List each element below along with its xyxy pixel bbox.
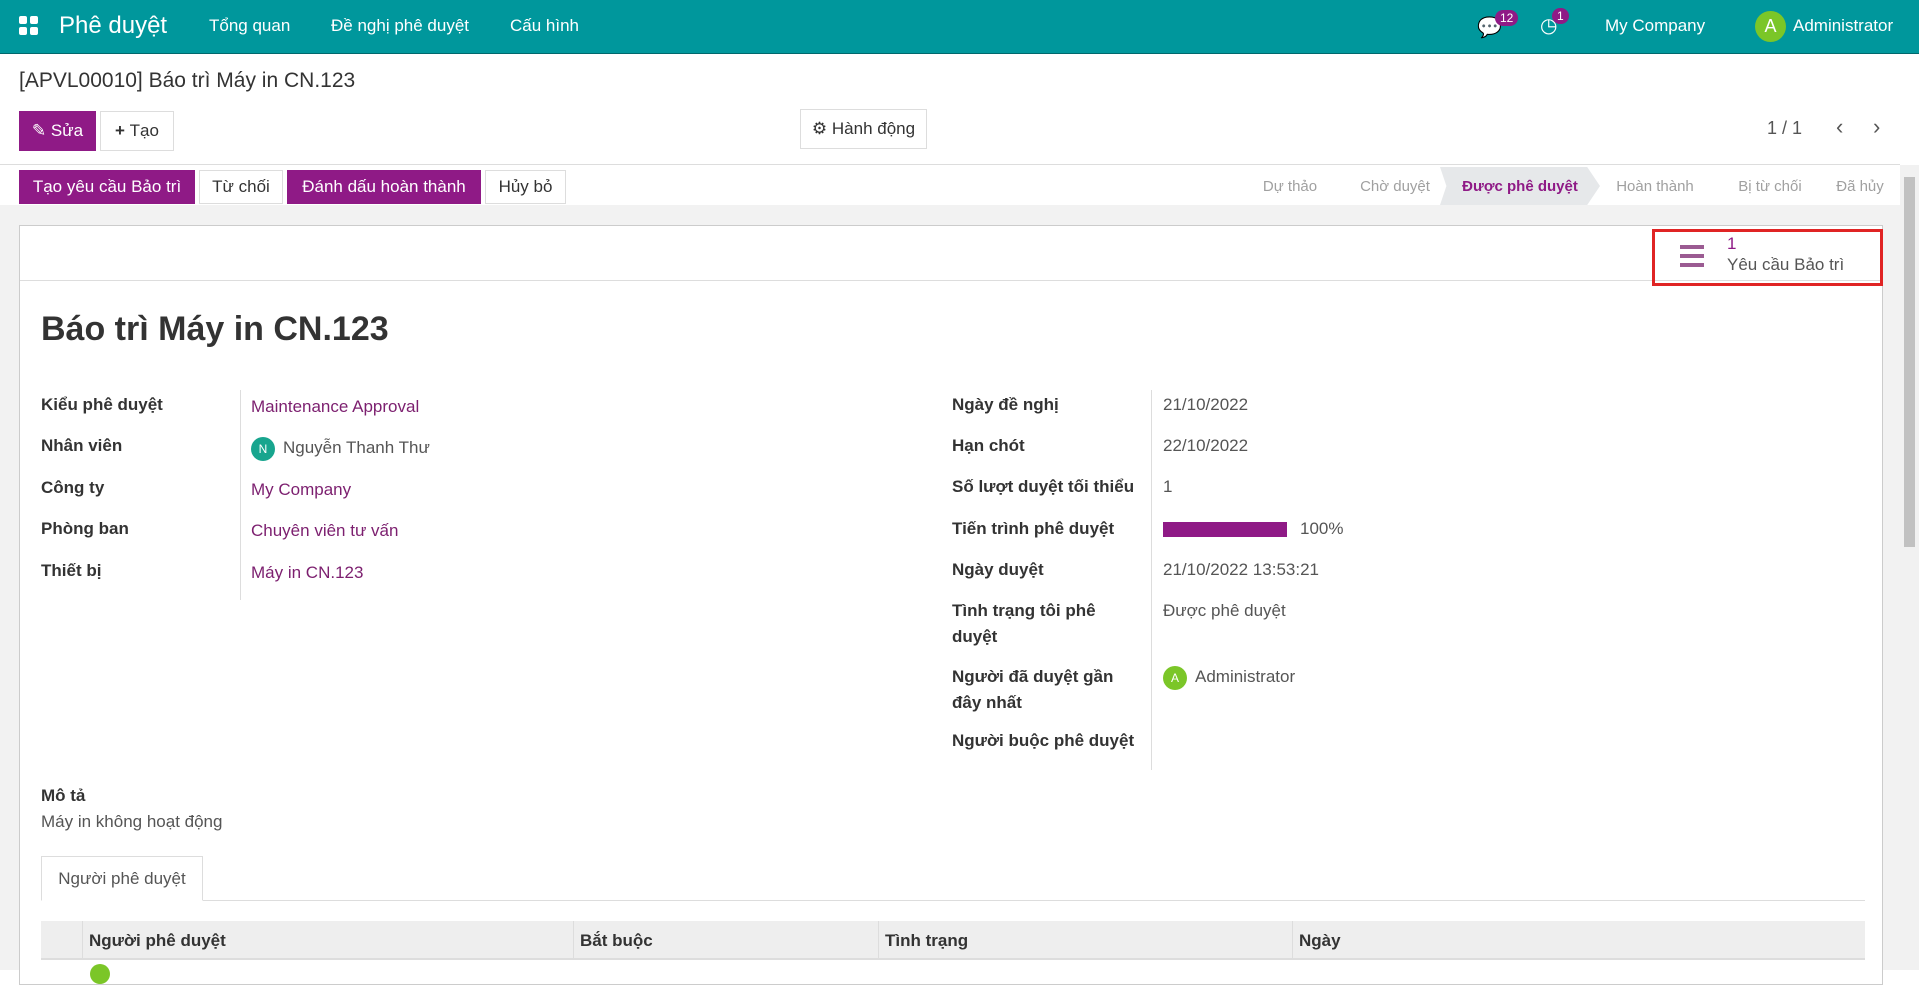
- gear-icon: ⚙: [811, 119, 832, 138]
- description: Máy in không hoạt động: [41, 812, 223, 831]
- scrollbar[interactable]: [1900, 165, 1919, 970]
- column-approver[interactable]: Người phê duyệt: [82, 921, 226, 960]
- approved-date: 21/10/2022 13:53:21: [1163, 560, 1319, 579]
- stage-waiting[interactable]: Chờ duyệt: [1360, 177, 1430, 195]
- label-forced-approver: Người buộc phê duyệt: [952, 731, 1135, 750]
- label-approval-progress: Tiến trình phê duyệt: [952, 519, 1115, 538]
- approval-type-link[interactable]: Maintenance Approval: [251, 397, 420, 416]
- divider: [0, 164, 1900, 165]
- column-required[interactable]: Bắt buộc: [573, 921, 653, 960]
- label-department: Phòng ban: [41, 519, 129, 538]
- maintenance-requests-smart-button[interactable]: 1 Yêu cầu Bảo trì: [1652, 229, 1883, 286]
- row-avatar: [90, 964, 110, 984]
- label-request-date: Ngày đề nghị: [952, 395, 1059, 414]
- record-title: Báo trì Máy in CN.123: [41, 310, 389, 348]
- label-equipment: Thiết bị: [41, 561, 102, 580]
- department-link[interactable]: Chuyên viên tư vấn: [251, 521, 399, 540]
- my-approval-status: Được phê duyệt: [1163, 601, 1286, 620]
- menu-cau-hinh[interactable]: Cấu hình: [510, 16, 579, 35]
- deadline: 22/10/2022: [1163, 436, 1249, 455]
- chevron-right-icon[interactable]: ›: [1873, 114, 1881, 139]
- min-approvals: 1: [1163, 477, 1173, 496]
- approval-progress-value: 100%: [1300, 519, 1344, 538]
- navbar: Phê duyệt Tổng quan Đề nghị phê duyệt Cấ…: [0, 0, 1919, 54]
- user-avatar[interactable]: A: [1755, 11, 1786, 42]
- label-approved-date: Ngày duyệt: [952, 560, 1044, 579]
- approver-avatar: A: [1163, 665, 1187, 690]
- chevron-left-icon[interactable]: ‹: [1836, 114, 1844, 139]
- company-switcher[interactable]: My Company: [1605, 16, 1706, 35]
- smart-button-count: 1: [1727, 234, 1737, 253]
- label-deadline: Hạn chót: [952, 436, 1025, 455]
- stage-done[interactable]: Hoàn thành: [1616, 177, 1694, 195]
- create-maintenance-request-button[interactable]: Tạo yêu cầu Bảo trì: [19, 170, 195, 204]
- table-header: [41, 921, 1865, 960]
- divider: [240, 390, 241, 600]
- user-menu[interactable]: Administrator: [1793, 16, 1894, 35]
- stage-refused[interactable]: Bị từ chối: [1738, 177, 1802, 195]
- stage-cancelled[interactable]: Đã hủy: [1836, 177, 1884, 195]
- cancel-button[interactable]: Hủy bỏ: [485, 170, 566, 204]
- label-description: Mô tả: [41, 786, 86, 805]
- progress-fill: [1163, 522, 1287, 537]
- button-box-divider: [20, 280, 1882, 281]
- divider: [1151, 390, 1152, 770]
- label-my-approval-status: Tình trạng tôi phê duyệt: [952, 601, 1096, 646]
- tab-approvers[interactable]: Người phê duyệt: [41, 856, 203, 901]
- column-date[interactable]: Ngày: [1292, 921, 1341, 960]
- create-button[interactable]: + Tạo: [100, 111, 174, 151]
- column-status[interactable]: Tình trạng: [878, 921, 968, 960]
- stage-draft[interactable]: Dự thảo: [1262, 177, 1318, 195]
- mark-done-button[interactable]: Đánh dấu hoàn thành: [287, 170, 481, 204]
- label-last-approver: Người đã duyệt gần đây nhất: [952, 667, 1114, 712]
- label-approval-type: Kiểu phê duyệt: [41, 395, 163, 414]
- label-min-approvals: Số lượt duyệt tối thiểu: [952, 477, 1135, 496]
- apps-menu-icon[interactable]: [19, 16, 39, 36]
- list-icon: [1680, 245, 1704, 267]
- action-button[interactable]: ⚙ Hành động: [800, 109, 927, 149]
- employee-field[interactable]: N Nguyễn Thanh Thư: [251, 435, 430, 461]
- request-date: 21/10/2022: [1163, 395, 1249, 414]
- equipment-link[interactable]: Máy in CN.123: [251, 563, 364, 582]
- pencil-icon: ✎: [31, 121, 51, 140]
- employee-avatar: N: [251, 436, 275, 461]
- pager-value[interactable]: 1 / 1: [1767, 118, 1803, 138]
- app-title[interactable]: Phê duyệt: [59, 12, 168, 39]
- plus-icon: +: [115, 121, 130, 140]
- menu-de-nghi[interactable]: Đề nghị phê duyệt: [331, 16, 469, 35]
- tab-divider: [41, 900, 1865, 901]
- stage-approved[interactable]: Được phê duyệt: [1440, 167, 1600, 205]
- reject-button[interactable]: Từ chối: [199, 170, 283, 204]
- edit-button[interactable]: ✎ Sửa: [19, 111, 96, 151]
- smart-button-label: Yêu cầu Bảo trì: [1727, 255, 1845, 274]
- messages-badge: 12: [1495, 10, 1519, 26]
- label-company: Công ty: [41, 478, 105, 497]
- last-approver[interactable]: A Administrator: [1163, 664, 1295, 690]
- menu-tong-quan[interactable]: Tổng quan: [209, 16, 291, 35]
- breadcrumb: [APVL00010] Báo trì Máy in CN.123: [19, 69, 356, 92]
- label-employee: Nhân viên: [41, 436, 123, 455]
- approval-progress-bar: [1163, 522, 1287, 537]
- activities-badge: 1: [1552, 8, 1569, 24]
- form-sheet: [19, 225, 1883, 985]
- company-link[interactable]: My Company: [251, 480, 352, 499]
